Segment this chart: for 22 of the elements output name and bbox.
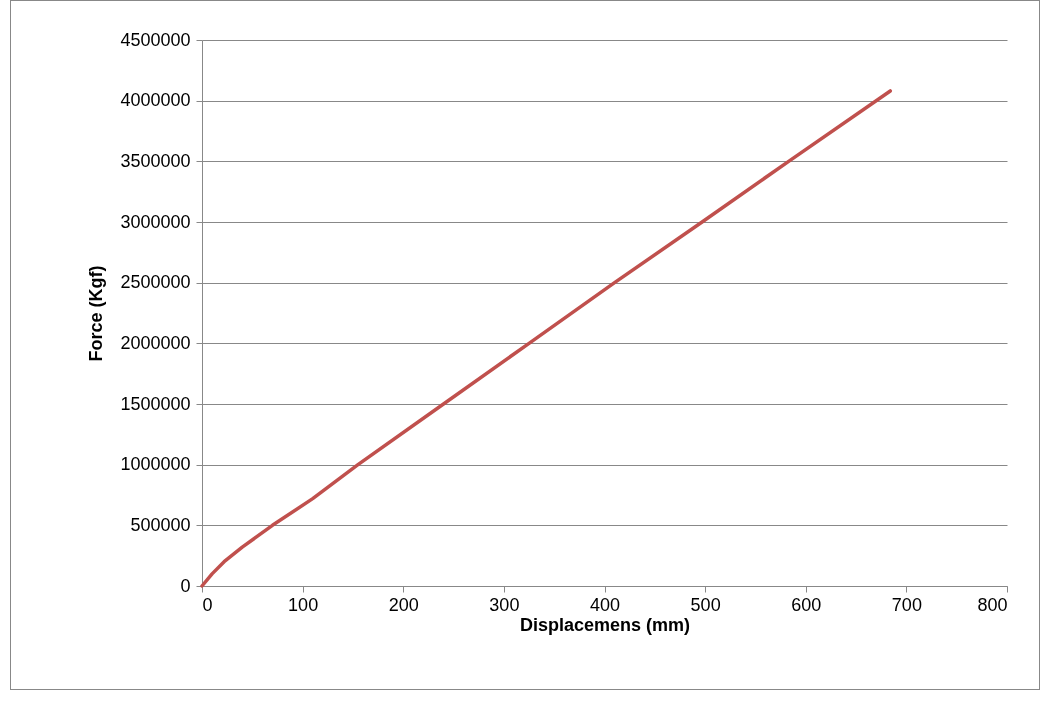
y-tick-label: 4500000 [120, 29, 191, 50]
x-tick-label: 500 [690, 594, 721, 615]
y-tick-label: 3000000 [120, 211, 191, 232]
y-tick-label: 1500000 [120, 393, 191, 414]
x-axis-title: Displacemens (mm) [519, 614, 691, 635]
y-tick-label: 2000000 [120, 332, 191, 353]
x-tick-label: 400 [589, 594, 621, 615]
y-tick-label: 2500000 [120, 272, 191, 293]
line-series [200, 89, 893, 588]
x-tick-label: 300 [489, 594, 520, 615]
x-tick-label: 600 [791, 594, 822, 615]
y-tick-label: 3500000 [120, 150, 191, 171]
x-tick-label: 0 [202, 594, 213, 615]
x-tick-label: 100 [288, 594, 319, 615]
y-tick-label: 0 [180, 575, 191, 596]
x-tick-label: 800 [977, 594, 1008, 615]
y-tick-label: 1000000 [120, 454, 191, 475]
x-tick-label: 700 [891, 594, 922, 615]
y-tick-label: 4000000 [120, 90, 191, 111]
y-tick-label: 500000 [130, 514, 191, 535]
y-axis-title: Force (Kgf) [86, 265, 107, 362]
x-tick-label: 200 [388, 594, 419, 615]
